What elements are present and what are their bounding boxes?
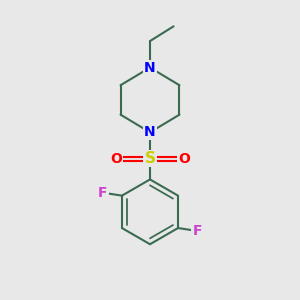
Text: O: O [110,152,122,166]
Text: N: N [144,125,156,139]
Text: S: S [145,151,155,166]
Text: F: F [98,186,108,200]
Text: F: F [192,224,202,238]
Text: O: O [178,152,190,166]
Text: N: N [144,61,156,75]
